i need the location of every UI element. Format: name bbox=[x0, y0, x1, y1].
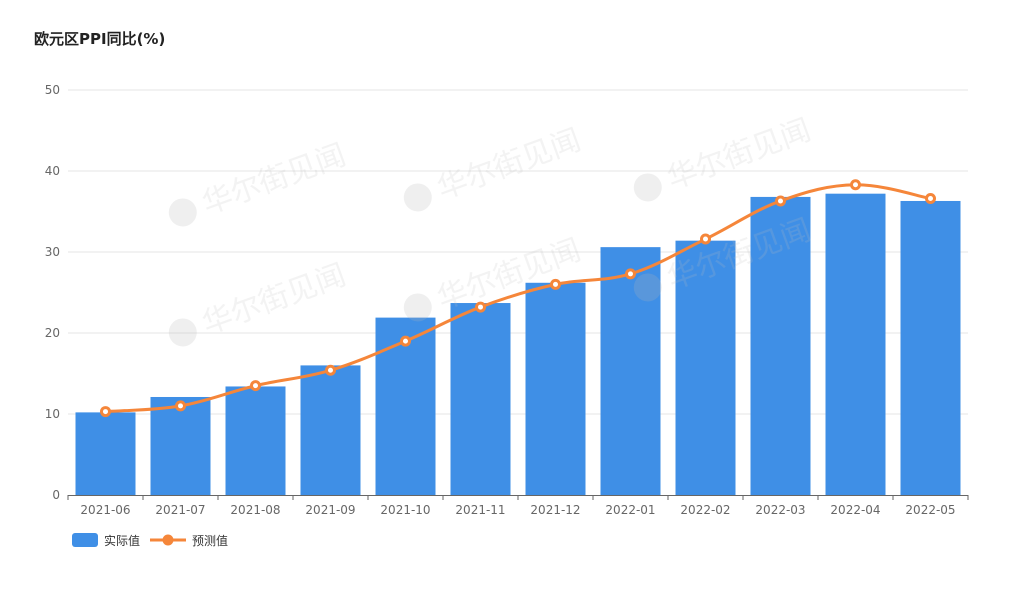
bar bbox=[450, 303, 511, 495]
watermark-logo-icon bbox=[403, 183, 432, 212]
watermark-logo-icon bbox=[403, 293, 432, 322]
legend-bar-swatch bbox=[72, 533, 98, 547]
watermark-logo-icon bbox=[168, 318, 197, 347]
watermark: 华尔街见闻 bbox=[168, 138, 351, 227]
bar bbox=[225, 386, 286, 495]
legend: 实际值 预测值 bbox=[72, 533, 228, 548]
watermark: 华尔街见闻 bbox=[633, 113, 816, 202]
forecast-point-center bbox=[553, 281, 558, 287]
x-tick-label: 2021-06 bbox=[80, 503, 130, 517]
line-series bbox=[100, 179, 936, 418]
bar bbox=[675, 240, 736, 495]
bar bbox=[900, 200, 961, 495]
forecast-point-center bbox=[478, 304, 483, 310]
x-tick-label: 2022-02 bbox=[680, 503, 730, 517]
bar-series bbox=[75, 193, 961, 496]
chart-title: 欧元区PPI同比(%) bbox=[34, 30, 166, 48]
forecast-point-center bbox=[628, 271, 633, 277]
forecast-point-center bbox=[703, 236, 708, 242]
bar bbox=[150, 396, 211, 495]
x-tick-label: 2022-04 bbox=[830, 503, 880, 517]
forecast-point-center bbox=[178, 403, 183, 409]
y-tick-label: 40 bbox=[45, 164, 60, 178]
x-axis: 2021-06 2021-07 2021-08 2021-09 2021-10 2021-… bbox=[67, 495, 969, 517]
forecast-point-center bbox=[928, 196, 933, 202]
watermark-text: 华尔街见闻 bbox=[433, 123, 586, 207]
bar bbox=[525, 282, 586, 495]
bar bbox=[375, 317, 436, 495]
y-tick-label: 50 bbox=[45, 83, 60, 97]
x-tick-label: 2021-10 bbox=[380, 503, 430, 517]
legend-label-actual: 实际值 bbox=[104, 533, 140, 548]
bar bbox=[300, 365, 361, 495]
watermark-text: 华尔街见闻 bbox=[663, 113, 816, 197]
watermark-text: 华尔街见闻 bbox=[198, 258, 351, 342]
watermark-logo-icon bbox=[168, 198, 197, 227]
watermark-logo-icon bbox=[633, 173, 662, 202]
y-tick-label: 30 bbox=[45, 245, 60, 259]
forecast-point-center bbox=[778, 198, 783, 204]
legend-label-forecast: 预测值 bbox=[192, 533, 228, 548]
x-tick-label: 2021-11 bbox=[455, 503, 505, 517]
x-tick-label: 2021-09 bbox=[305, 503, 355, 517]
x-tick-label: 2022-05 bbox=[905, 503, 955, 517]
bar bbox=[600, 247, 661, 495]
x-tick-label: 2021-07 bbox=[155, 503, 205, 517]
y-tick-label: 0 bbox=[52, 488, 60, 502]
y-tick-label: 10 bbox=[45, 407, 60, 421]
forecast-point-center bbox=[328, 367, 333, 373]
x-tick-label: 2021-12 bbox=[530, 503, 580, 517]
x-tick-label: 2021-08 bbox=[230, 503, 280, 517]
x-tick-label: 2022-01 bbox=[605, 503, 655, 517]
y-tick-label: 20 bbox=[45, 326, 60, 340]
gridlines: 0 10 20 30 40 50 bbox=[45, 83, 968, 502]
forecast-point-center bbox=[853, 182, 858, 188]
forecast-point-center bbox=[403, 338, 408, 344]
watermark-text: 华尔街见闻 bbox=[198, 138, 351, 222]
bar bbox=[75, 412, 136, 495]
forecast-point-center bbox=[103, 409, 108, 415]
bar bbox=[825, 193, 886, 495]
forecast-point-center bbox=[253, 383, 258, 389]
watermark: 华尔街见闻 bbox=[168, 258, 351, 347]
legend-point-swatch bbox=[162, 534, 174, 546]
watermark-logo-icon bbox=[633, 273, 662, 302]
bar bbox=[750, 196, 811, 496]
x-tick-label: 2022-03 bbox=[755, 503, 805, 517]
